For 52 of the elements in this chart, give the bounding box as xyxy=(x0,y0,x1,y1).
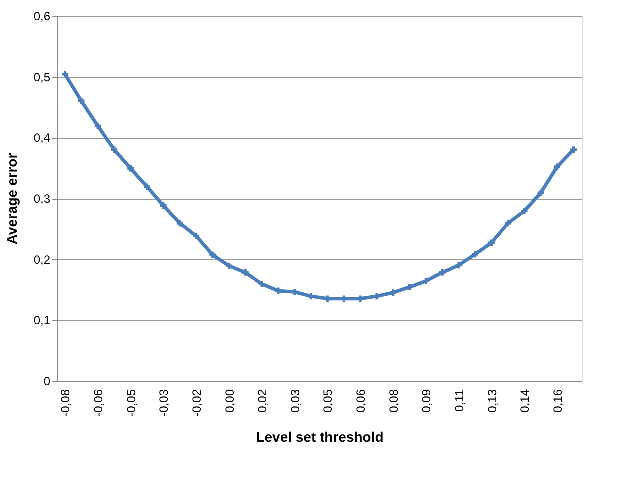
y-axis-title: Average error xyxy=(4,152,20,245)
point xyxy=(538,190,544,196)
point xyxy=(406,284,413,290)
x-tick-label: 0,08 xyxy=(386,389,401,413)
point xyxy=(94,122,102,130)
x-tick-label: 0,09 xyxy=(420,389,434,413)
x-tick-label: 0,05 xyxy=(321,389,336,413)
x-tick-label: 0,16 xyxy=(550,389,565,413)
x-tick-label: -0,06 xyxy=(92,389,106,417)
y-tick-label: 0,5 xyxy=(34,70,51,84)
point xyxy=(439,270,446,276)
point xyxy=(258,281,266,288)
point xyxy=(472,251,479,258)
point xyxy=(62,71,68,78)
y-tick-label: 0,3 xyxy=(34,192,51,206)
point xyxy=(128,166,134,172)
point xyxy=(226,262,232,270)
x-tick-label: 0,11 xyxy=(452,389,466,412)
point xyxy=(488,240,495,246)
point xyxy=(210,252,216,258)
x-tick-label: 0,13 xyxy=(485,389,500,413)
x-tick-label: 0,02 xyxy=(256,389,270,413)
x-axis-title: Level set threshold xyxy=(256,428,384,445)
point xyxy=(521,208,528,214)
point xyxy=(160,202,167,209)
point xyxy=(78,98,85,104)
point xyxy=(111,146,118,153)
y-tick-label: 0,4 xyxy=(34,131,51,146)
point xyxy=(176,220,184,227)
point xyxy=(193,233,200,240)
y-tick-label: 0,2 xyxy=(34,252,51,267)
x-tick-label: 0,06 xyxy=(354,389,368,413)
x-tick-label: -0,05 xyxy=(124,389,138,417)
point xyxy=(374,293,380,300)
y-tick-label: 0,1 xyxy=(34,314,51,328)
point xyxy=(144,184,150,190)
x-tick-label: -0,02 xyxy=(190,389,204,417)
x-tick-label: 0,14 xyxy=(518,389,532,413)
point xyxy=(570,146,577,153)
point xyxy=(456,262,462,269)
x-tick-label: -0,03 xyxy=(157,389,172,417)
x-tick-label: -0,08 xyxy=(58,389,73,417)
point xyxy=(242,270,249,276)
point xyxy=(308,293,314,300)
x-tick-label: 0,03 xyxy=(288,389,302,413)
point xyxy=(390,290,396,296)
y-tick-label: 0 xyxy=(44,374,51,388)
point xyxy=(554,164,561,170)
point xyxy=(422,278,430,284)
x-tick-label: 0,00 xyxy=(222,389,237,413)
y-tick-label: 0,6 xyxy=(34,10,51,24)
point xyxy=(505,220,512,227)
